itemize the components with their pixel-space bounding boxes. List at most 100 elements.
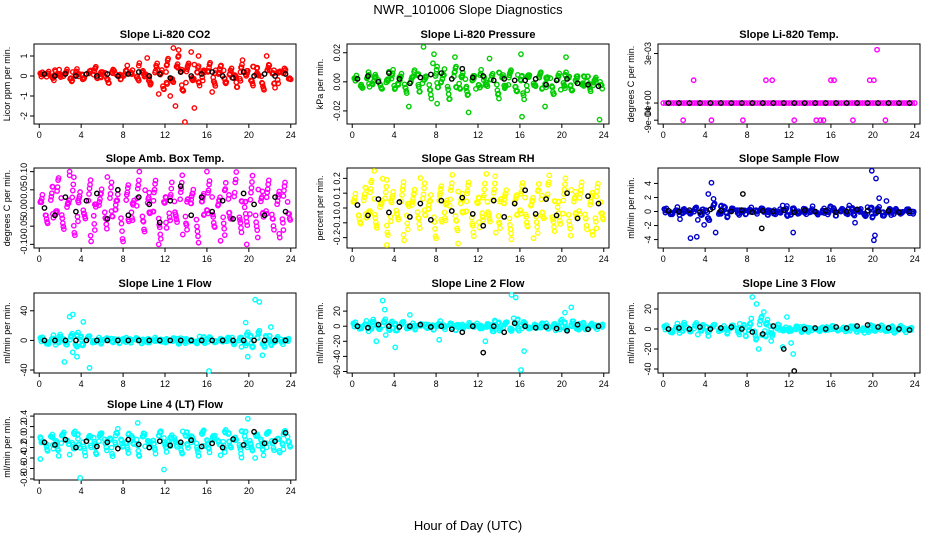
data-point (263, 53, 270, 59)
data-point (248, 189, 254, 196)
hourly-point (501, 213, 508, 220)
data-point (243, 218, 250, 225)
data-point (788, 340, 794, 346)
hourly-point (41, 205, 48, 211)
data-point (549, 84, 556, 91)
data-point (77, 189, 84, 195)
data-point (108, 444, 115, 451)
y-tick-label: 0 (332, 324, 342, 329)
data-point (195, 452, 202, 459)
x-tick-label: 8 (121, 130, 126, 140)
data-point (717, 210, 724, 217)
hourly-point (574, 321, 581, 328)
x-tick-label: 20 (244, 254, 254, 264)
data-point (69, 77, 76, 84)
hourly-point (83, 71, 90, 77)
hourly-point (135, 194, 142, 200)
data-point (681, 321, 688, 328)
data-point (54, 208, 60, 214)
data-point (739, 117, 746, 124)
hourly-point (386, 70, 392, 76)
hourly-point (188, 337, 195, 344)
data-point (124, 62, 131, 69)
data-point (749, 294, 756, 300)
data-point (252, 296, 259, 303)
data-point (118, 220, 125, 227)
data-point (427, 87, 434, 93)
hourly-point (801, 326, 808, 332)
data-point (791, 206, 798, 212)
hourly-point (906, 327, 913, 333)
hourly-point (188, 212, 195, 219)
data-point (142, 187, 148, 194)
data-point (495, 90, 502, 97)
x-tick-label: 0 (661, 379, 666, 389)
panel-line2-flow: Slope Line 2 Flow ml/min per min. 0 4 8 12 16 2… (315, 278, 610, 389)
data-point (876, 195, 883, 202)
data-point (152, 180, 158, 187)
x-tick-label: 12 (784, 254, 794, 264)
data-point (287, 217, 294, 223)
data-point (74, 66, 80, 72)
data-point (431, 51, 437, 58)
panel-box-temp: Slope Amb. Box Temp. degrees C per min. 0 4… (2, 153, 297, 264)
data-point (523, 82, 530, 89)
x-tick-label: 4 (79, 486, 84, 496)
hourly-point (41, 337, 48, 344)
data-point (384, 229, 391, 236)
data-point (711, 321, 718, 328)
y-tick-label: -2 (643, 222, 653, 230)
data-point (217, 237, 224, 244)
hourly-point (188, 73, 195, 79)
data-point (786, 100, 792, 106)
data-point (678, 100, 685, 106)
data-point (180, 87, 187, 94)
y-tick-label: -0.02 (332, 101, 342, 122)
data-point (568, 187, 575, 193)
hourly-point (717, 207, 724, 214)
hourly-point (62, 337, 69, 344)
data-point (164, 81, 170, 87)
data-point (237, 216, 243, 223)
data-point (874, 46, 880, 53)
y-tick-label: 0 (643, 209, 653, 214)
hourly-point (501, 76, 508, 82)
data-point (683, 100, 690, 106)
data-points (37, 168, 294, 248)
data-point (563, 54, 569, 60)
data-point (392, 344, 399, 351)
data-point (362, 185, 369, 191)
y-tick-label: 0.05 (19, 181, 29, 199)
data-point (395, 216, 402, 223)
data-point (206, 178, 213, 184)
data-point (357, 220, 364, 227)
data-point (271, 80, 278, 87)
data-point (163, 69, 169, 75)
data-point (48, 193, 55, 200)
hourly-point (125, 436, 132, 443)
y-tick-label: -20 (643, 342, 653, 355)
hourly-point (282, 429, 289, 436)
data-point (265, 428, 272, 435)
data-point (444, 197, 450, 204)
data-point (280, 227, 287, 233)
hourly-point (875, 208, 881, 215)
hourly-point (41, 71, 48, 77)
data-point (90, 212, 97, 219)
x-tick-label: 4 (392, 130, 397, 140)
data-point (194, 446, 201, 453)
x-tick-label: 0 (661, 254, 666, 264)
hourly-point (585, 81, 591, 88)
data-point (506, 215, 513, 222)
hourly-point (104, 439, 111, 446)
y-axis-label: ml/min per min. (2, 302, 12, 364)
x-tick-label: 24 (910, 379, 920, 389)
data-point (831, 77, 837, 84)
hourly-point (532, 324, 539, 331)
hourly-point (780, 346, 787, 352)
data-point (888, 100, 895, 106)
data-point (909, 100, 916, 106)
hourly-point (574, 215, 581, 222)
x-tick-label: 8 (434, 379, 439, 389)
hourly-point (595, 200, 602, 207)
